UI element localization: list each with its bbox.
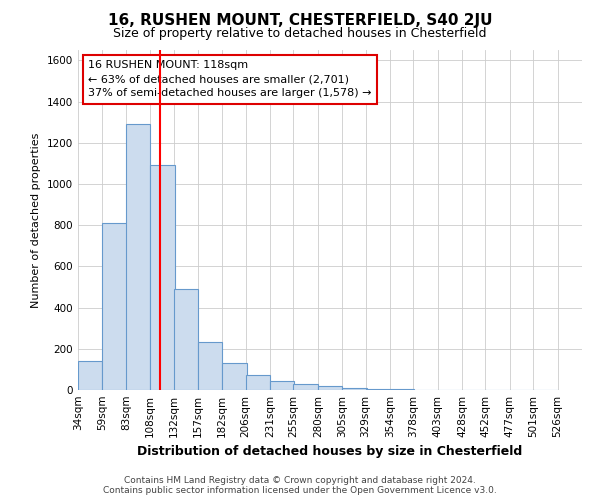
Bar	[365, 389, 390, 390]
Bar	[78, 361, 103, 390]
Bar	[198, 342, 222, 390]
Bar	[126, 124, 150, 390]
Text: 16, RUSHEN MOUNT, CHESTERFIELD, S40 2JU: 16, RUSHEN MOUNT, CHESTERFIELD, S40 2JU	[108, 12, 492, 28]
X-axis label: Distribution of detached houses by size in Chesterfield: Distribution of detached houses by size …	[137, 446, 523, 458]
Bar	[318, 386, 342, 390]
Y-axis label: Number of detached properties: Number of detached properties	[31, 132, 41, 308]
Text: Size of property relative to detached houses in Chesterfield: Size of property relative to detached ho…	[113, 28, 487, 40]
Bar	[342, 388, 367, 390]
Bar	[270, 380, 295, 390]
Text: 16 RUSHEN MOUNT: 118sqm
← 63% of detached houses are smaller (2,701)
37% of semi: 16 RUSHEN MOUNT: 118sqm ← 63% of detache…	[88, 60, 371, 98]
Text: Contains HM Land Registry data © Crown copyright and database right 2024.
Contai: Contains HM Land Registry data © Crown c…	[103, 476, 497, 495]
Bar	[173, 289, 198, 390]
Bar	[150, 166, 175, 390]
Bar	[293, 384, 318, 390]
Bar	[222, 363, 247, 390]
Bar	[103, 223, 127, 390]
Bar	[245, 374, 270, 390]
